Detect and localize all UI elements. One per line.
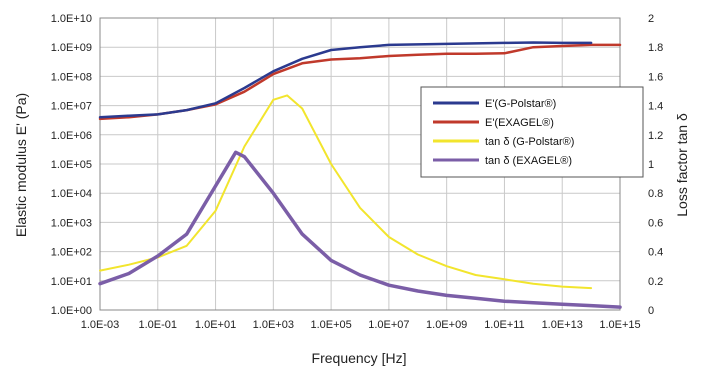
left-y-tick-label: 1.0E+06 — [51, 130, 92, 142]
x-tick-label: 1.0E-01 — [139, 319, 178, 331]
legend-label: E'(G-Polstar®) — [485, 98, 556, 110]
right-y-axis-ticks: 0 0.2 0.4 0.6 0.8 1 1.2 1.4 1.6 1.8 2 — [648, 13, 663, 317]
right-y-tick-label: 1.8 — [648, 42, 663, 54]
right-y-tick-label: 0.2 — [648, 276, 663, 288]
left-y-tick-label: 1.0E+05 — [51, 159, 92, 171]
x-tick-label: 1.0E+13 — [542, 319, 583, 331]
left-y-tick-label: 1.0E+04 — [51, 188, 92, 200]
x-tick-label: 1.0E+11 — [484, 319, 524, 331]
x-axis-label: Frequency [Hz] — [312, 350, 407, 366]
right-y-tick-label: 0.4 — [648, 247, 663, 259]
x-tick-label: 1.0E+05 — [310, 319, 351, 331]
legend-label: tan δ (G-Polstar®) — [485, 136, 574, 148]
x-axis-ticks: 1.0E-03 1.0E-01 1.0E+01 1.0E+03 1.0E+05 1.0E+… — [81, 319, 641, 331]
x-tick-label: 1.0E-03 — [81, 319, 120, 331]
legend: E'(G-Polstar®) E'(EXAGEL®) tan δ (G-Polsta… — [420, 86, 644, 178]
left-y-tick-label: 1.0E+07 — [51, 101, 92, 113]
x-tick-label: 1.0E+07 — [368, 319, 409, 331]
series-line — [98, 41, 593, 119]
legend-label: E'(EXAGEL®) — [485, 117, 554, 129]
series-line — [99, 94, 593, 290]
x-tick-label: 1.0E+03 — [253, 319, 294, 331]
series-line — [98, 150, 622, 309]
left-y-tick-label: 1.0E+09 — [51, 42, 92, 54]
series-lines — [98, 41, 622, 309]
left-y-tick-label: 1.0E+03 — [51, 217, 92, 229]
left-y-tick-label: 1.0E+08 — [51, 71, 92, 83]
left-y-tick-label: 1.0E+00 — [51, 305, 92, 317]
left-y-tick-label: 1.0E+01 — [51, 276, 92, 288]
left-y-tick-label: 1.0E+02 — [51, 247, 92, 259]
legend-label: tan δ (EXAGEL®) — [485, 155, 572, 167]
right-y-tick-label: 1.6 — [648, 71, 663, 83]
right-y-tick-label: 2 — [648, 13, 654, 25]
left-y-axis-ticks: 1.0E+00 1.0E+01 1.0E+02 1.0E+03 1.0E+04 1.0E+… — [51, 13, 92, 317]
x-tick-label: 1.0E+09 — [426, 319, 467, 331]
right-y-axis-label: Loss factor tan δ — [674, 113, 690, 217]
right-y-tick-label: 0 — [648, 305, 654, 317]
x-tick-label: 1.0E+15 — [599, 319, 640, 331]
right-y-tick-label: 0.8 — [648, 188, 663, 200]
right-y-tick-label: 1 — [648, 159, 654, 171]
x-tick-label: 1.0E+01 — [195, 319, 236, 331]
left-y-axis-label: Elastic modulus E' (Pa) — [13, 93, 29, 237]
left-y-tick-label: 1.0E+10 — [51, 13, 92, 25]
right-y-tick-label: 0.6 — [648, 217, 663, 229]
right-y-tick-label: 1.2 — [648, 130, 663, 142]
right-y-tick-label: 1.4 — [648, 101, 663, 113]
